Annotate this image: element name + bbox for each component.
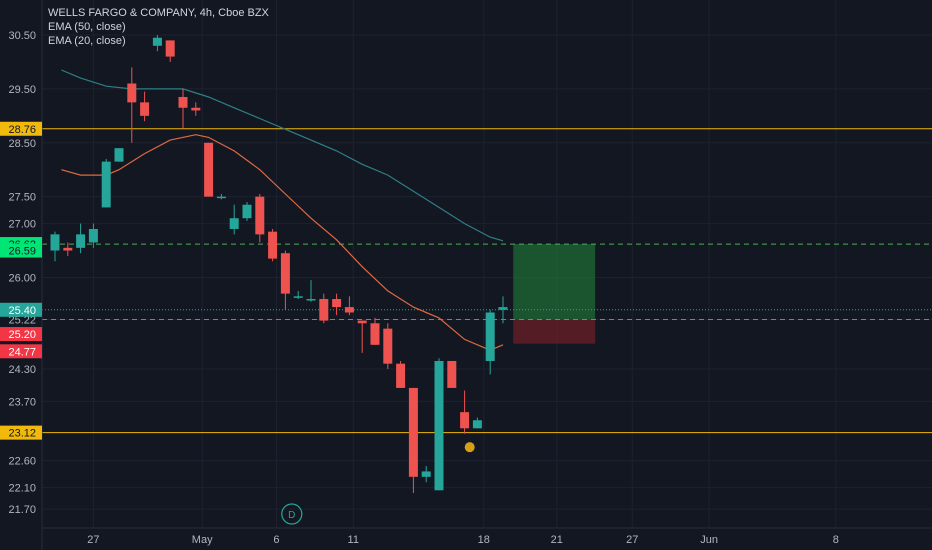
- candle-body[interactable]: [152, 37, 162, 46]
- candle-body[interactable]: [268, 231, 278, 259]
- target-price-label: 26.59: [8, 246, 36, 258]
- x-tick-label: 11: [348, 534, 359, 546]
- level-price-label-bg: [0, 121, 42, 136]
- stop-price-label-bg: [0, 327, 42, 342]
- y-tick-label: 23.70: [8, 396, 36, 408]
- y-tick-label: 26.00: [8, 272, 36, 284]
- ema50-legend-label: EMA (50, close): [48, 21, 126, 33]
- candle-body[interactable]: [255, 196, 265, 235]
- x-tick-label: 27: [87, 534, 99, 546]
- price-axis-pane: [0, 0, 42, 528]
- candle-body[interactable]: [50, 234, 60, 251]
- candle-body[interactable]: [101, 161, 111, 208]
- x-tick-label: Jun: [700, 534, 718, 546]
- candle-body[interactable]: [498, 307, 508, 310]
- candle-body[interactable]: [357, 320, 367, 324]
- x-tick-label: May: [192, 534, 213, 546]
- y-tick-label: 22.10: [8, 483, 36, 495]
- y-tick-label: 28.50: [8, 138, 36, 150]
- current-price-label-bg: [0, 302, 42, 317]
- candle-body[interactable]: [88, 228, 98, 243]
- level-price-label-bg: [0, 425, 42, 440]
- candle-body[interactable]: [140, 102, 150, 116]
- loss-zone: [513, 319, 596, 344]
- candle-body[interactable]: [229, 218, 239, 229]
- stop-price-label: 25.20: [8, 329, 36, 341]
- ema20-legend-label: EMA (20, close): [48, 35, 126, 47]
- candle-body[interactable]: [396, 363, 406, 388]
- candle-body[interactable]: [485, 312, 495, 361]
- current-price-label: 25.40: [8, 305, 36, 317]
- candle-body[interactable]: [114, 148, 124, 162]
- candle-body[interactable]: [472, 420, 482, 429]
- candle-body[interactable]: [447, 360, 457, 388]
- chart-legend: WELLS FARGO & COMPANY, 4h, Cboe BZX EMA …: [48, 6, 269, 48]
- x-tick-label: 18: [478, 534, 490, 546]
- stop-price-label: 24.77: [8, 346, 36, 358]
- candle-body[interactable]: [408, 387, 418, 477]
- candle-body[interactable]: [293, 296, 303, 298]
- y-tick-label: 21.70: [8, 504, 36, 516]
- level-price-label: 28.76: [8, 124, 36, 136]
- candle-body[interactable]: [332, 299, 342, 308]
- candle-body[interactable]: [165, 40, 175, 57]
- candle-body[interactable]: [178, 96, 188, 108]
- profit-zone: [513, 244, 596, 320]
- candle-body[interactable]: [306, 299, 316, 301]
- candle-body[interactable]: [216, 196, 226, 199]
- candle-body[interactable]: [63, 247, 73, 251]
- target-price-label-bg: [0, 243, 42, 258]
- candle-body[interactable]: [344, 307, 354, 313]
- y-tick-label: 27.50: [8, 192, 36, 204]
- candle-body[interactable]: [383, 328, 393, 364]
- candle-body[interactable]: [460, 412, 470, 429]
- signal-marker[interactable]: [464, 442, 475, 453]
- y-tick-label: 29.50: [8, 84, 36, 96]
- candle-body[interactable]: [204, 142, 214, 197]
- y-tick-label: 25.22: [8, 314, 36, 326]
- y-tick-label: 24.30: [8, 364, 36, 376]
- x-tick-label: 6: [273, 534, 279, 546]
- candle-body[interactable]: [191, 107, 201, 111]
- candle-body[interactable]: [319, 299, 329, 321]
- day-marker-circle[interactable]: [281, 503, 303, 525]
- y-tick-label: 22.60: [8, 456, 36, 468]
- stop-price-label-bg: [0, 344, 42, 359]
- x-tick-label: 27: [626, 534, 638, 546]
- candle-body[interactable]: [76, 234, 86, 248]
- candle-body[interactable]: [242, 204, 252, 219]
- ema20-line: [61, 134, 504, 351]
- chart-title: WELLS FARGO & COMPANY, 4h, Cboe BZX: [48, 7, 269, 19]
- x-tick-label: 8: [833, 534, 839, 546]
- y-tick-label: 30.50: [8, 30, 36, 42]
- candle-body[interactable]: [127, 83, 137, 103]
- day-marker-label: D: [288, 510, 295, 521]
- level-price-label: 23.12: [8, 428, 36, 440]
- candle-body[interactable]: [280, 253, 290, 294]
- candle-body[interactable]: [421, 471, 431, 477]
- candle-body[interactable]: [370, 323, 380, 345]
- candle-body[interactable]: [434, 360, 444, 491]
- x-tick-label: 21: [551, 534, 563, 546]
- y-tick-label: 27.00: [8, 219, 36, 231]
